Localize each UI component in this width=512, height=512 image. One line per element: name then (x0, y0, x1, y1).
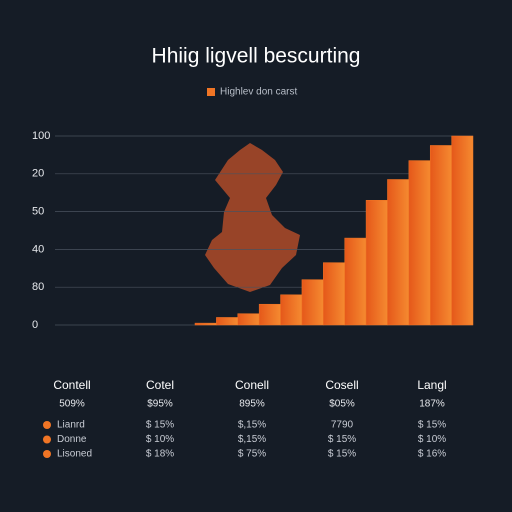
cell: 7790 (331, 420, 354, 431)
cell: $ 15% (418, 420, 446, 431)
y-tick-label: 50 (32, 206, 44, 218)
bar (301, 279, 324, 326)
cell: $ 15% (328, 434, 356, 445)
column-total: $05% (329, 399, 355, 410)
bar (258, 303, 281, 326)
row-bullet (43, 435, 51, 444)
column-total: 187% (419, 399, 445, 410)
bar (429, 145, 452, 326)
column-header: Cosell (325, 378, 358, 392)
bar (387, 179, 410, 326)
cell: $ 10% (146, 434, 174, 445)
cell: $,15% (238, 420, 266, 431)
bar (216, 317, 239, 326)
bar (323, 262, 345, 326)
bar (408, 160, 431, 326)
column-total: 509% (59, 399, 85, 410)
column-header: Contell (53, 378, 90, 392)
column-header: Langl (417, 378, 446, 392)
column-header: Cotel (146, 378, 174, 392)
cell: $ 15% (146, 420, 174, 431)
legend-swatch (207, 88, 215, 96)
bar (280, 294, 303, 326)
bar (365, 200, 388, 326)
row-bullet (43, 421, 51, 429)
row-label: Lisoned (57, 449, 92, 460)
column-header: Conell (235, 378, 269, 392)
cell: $,15% (238, 434, 266, 445)
cell: $ 16% (418, 449, 446, 460)
row-label: Donne (57, 434, 87, 445)
chart-title: Hhiig ligvell bescurting (152, 45, 361, 68)
bar (451, 135, 474, 326)
y-tick-label: 0 (32, 319, 38, 331)
row-label: Lianrd (57, 420, 85, 431)
bar (237, 313, 260, 326)
column-total: $95% (147, 399, 173, 410)
map-silhouette (205, 143, 300, 292)
y-tick-label: 20 (32, 168, 44, 180)
column-total: 895% (239, 399, 265, 410)
legend-label: Highlev don carst (220, 87, 297, 98)
bar (194, 322, 217, 326)
cell: $ 10% (418, 434, 446, 445)
y-tick-label: 100 (32, 130, 50, 142)
cell: $ 18% (146, 449, 174, 460)
row-bullet (43, 450, 51, 458)
bar (344, 237, 367, 326)
y-tick-label: 80 (32, 281, 44, 293)
y-tick-label: 40 (32, 243, 44, 255)
cell: $ 75% (238, 449, 266, 460)
cell: $ 15% (328, 449, 356, 460)
